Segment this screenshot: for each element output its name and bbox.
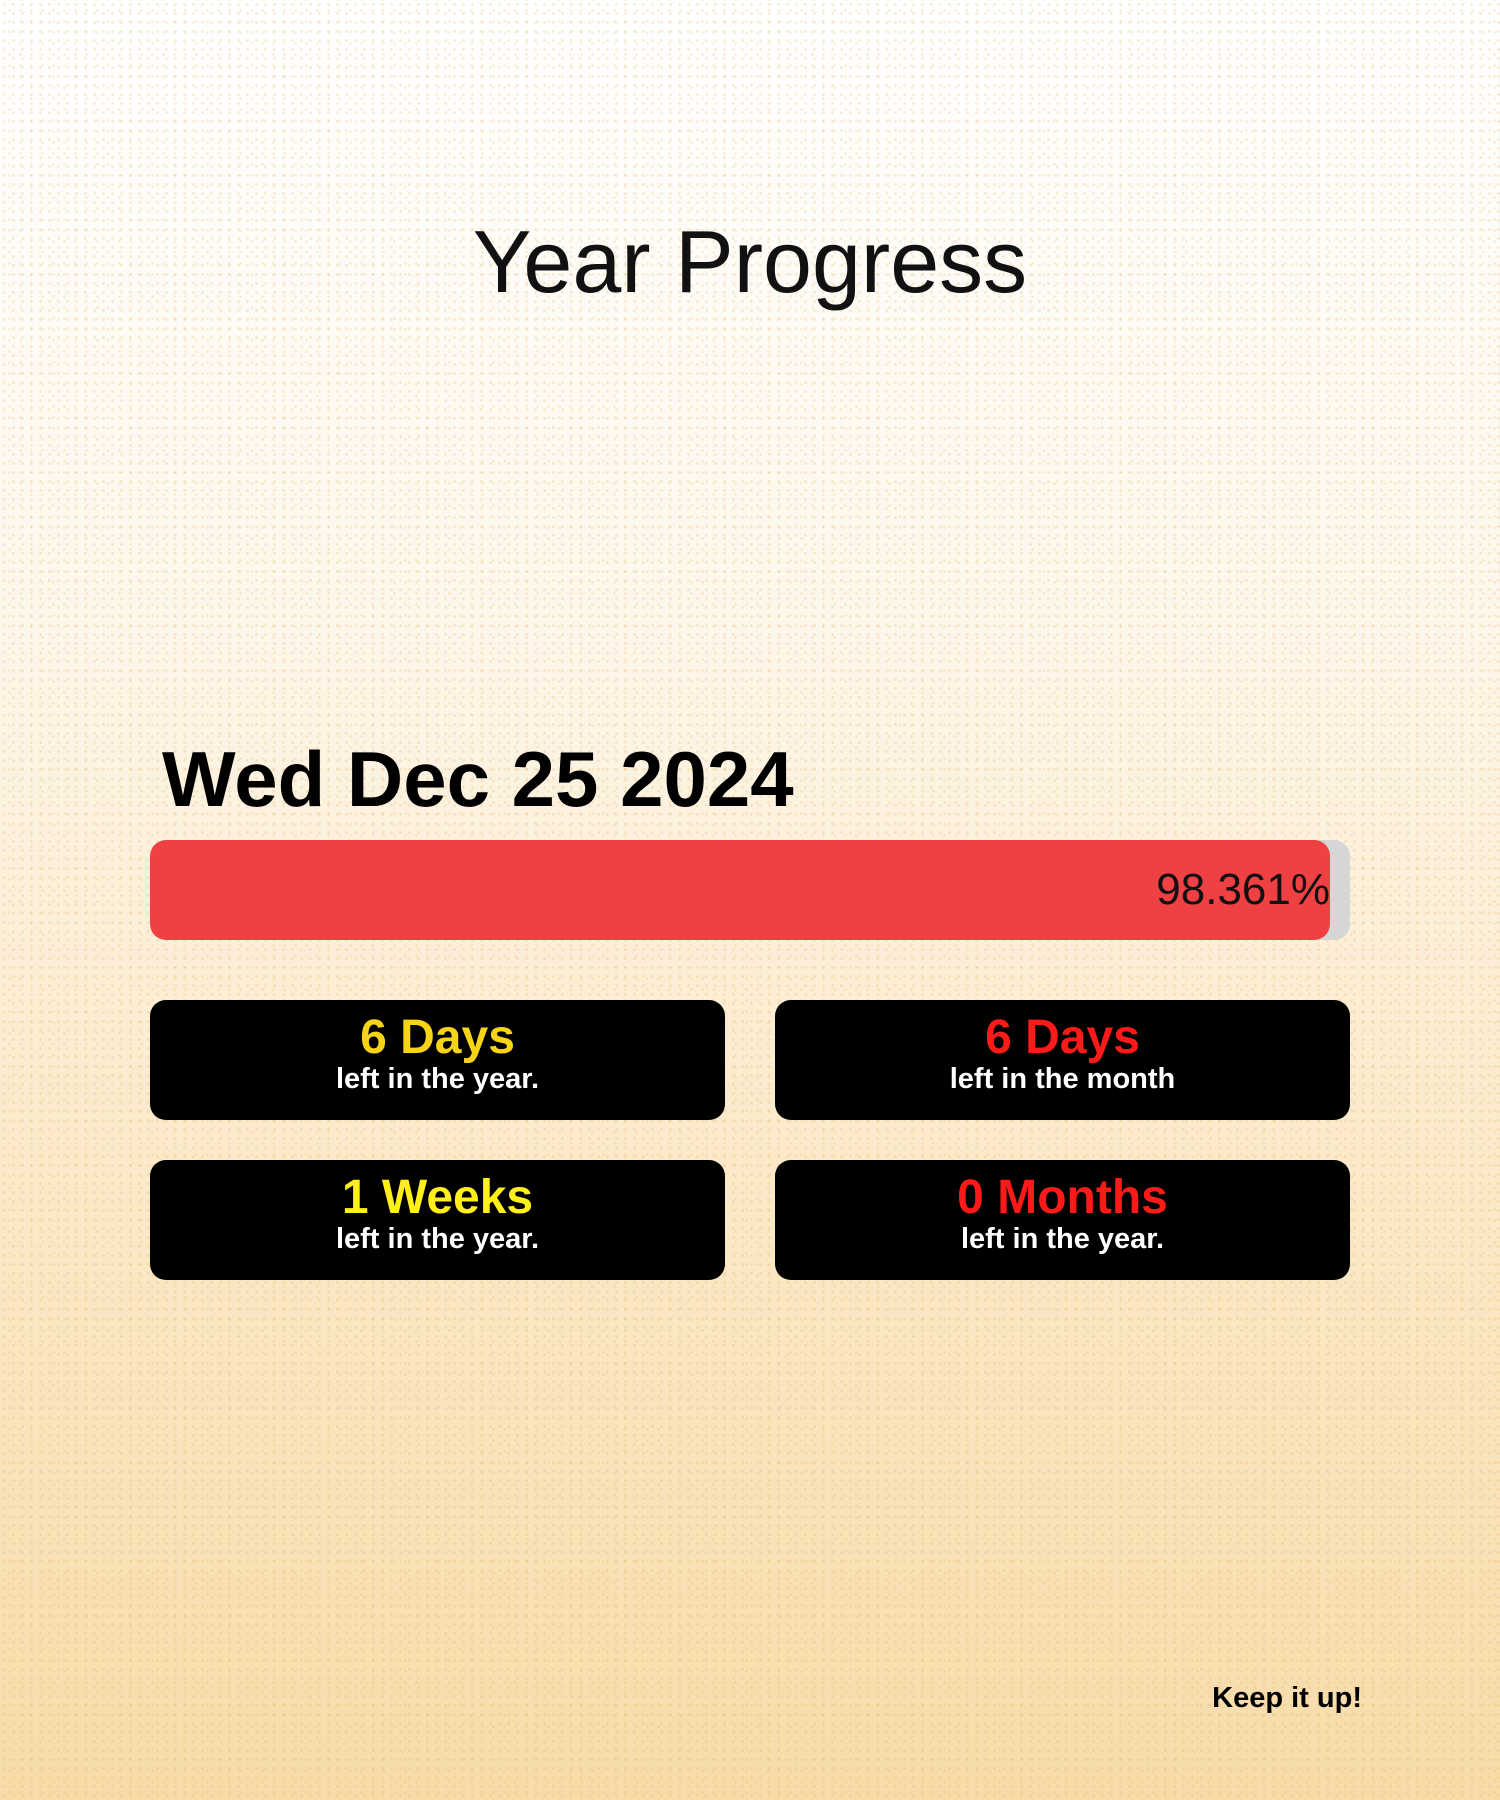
days-left-month-card: 6 Days left in the month <box>775 1000 1350 1120</box>
year-progress-bar: 98.361% <box>150 840 1350 940</box>
weeks-left-year-card: 1 Weeks left in the year. <box>150 1160 725 1280</box>
footer-message: Keep it up! <box>1212 1682 1362 1714</box>
year-progress-fill <box>150 840 1331 940</box>
months-left-year-value: 0 Months <box>957 1171 1168 1224</box>
page-title: Year Progress <box>472 212 1028 311</box>
days-left-month-value: 6 Days <box>985 1011 1140 1064</box>
weeks-left-year-caption: left in the year. <box>335 1223 540 1255</box>
months-left-year-caption: left in the year. <box>960 1223 1165 1255</box>
current-date: Wed Dec 25 2024 <box>162 735 794 823</box>
year-progress-label: 98.361% <box>1156 865 1330 914</box>
days-left-year-card: 6 Days left in the year. <box>150 1000 725 1120</box>
days-left-month-caption: left in the month <box>949 1063 1176 1095</box>
days-left-year-caption: left in the year. <box>335 1063 540 1095</box>
days-left-year-value: 6 Days <box>360 1011 515 1064</box>
months-left-year-card: 0 Months left in the year. <box>775 1160 1350 1280</box>
weeks-left-year-value: 1 Weeks <box>341 1171 534 1224</box>
